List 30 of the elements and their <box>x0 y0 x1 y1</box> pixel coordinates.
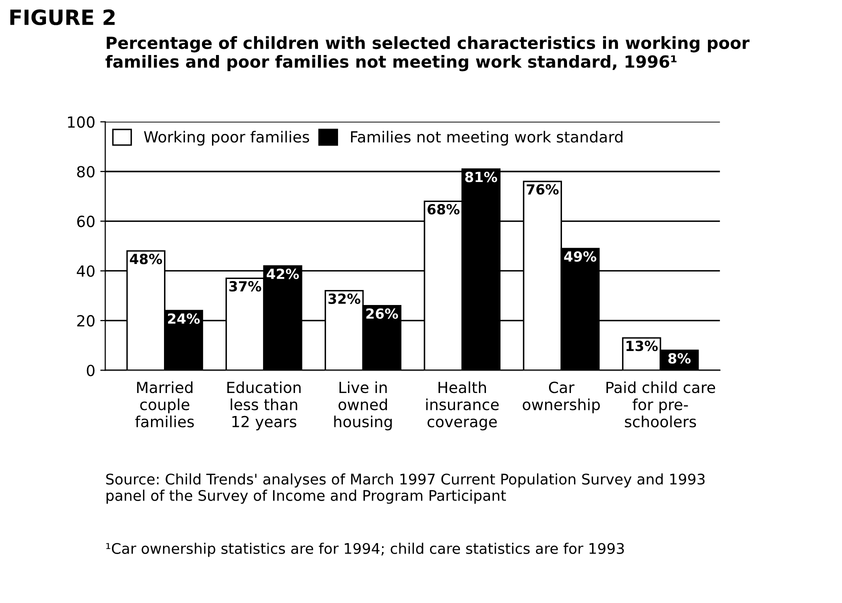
x-tick-label: Married couple families <box>135 381 194 428</box>
legend-label: Families not meeting work standard <box>351 130 622 146</box>
data-label: 37% <box>229 281 262 292</box>
y-tick-label: 100 <box>68 116 95 128</box>
data-label: 24% <box>168 313 200 324</box>
data-label: 8% <box>668 353 691 364</box>
data-label: 68% <box>428 204 460 215</box>
y-tick-label: 80 <box>77 166 95 178</box>
data-label: 26% <box>366 308 398 319</box>
legend-label: Working poor families <box>144 130 310 146</box>
data-label: 76% <box>526 184 559 195</box>
x-tick-label: Paid child care for pre- schoolers <box>606 381 716 428</box>
y-tick-label: 20 <box>77 315 95 327</box>
text: ¹Car ownership statistics are for 1994; child care statistics are for 1993 <box>106 542 624 557</box>
source-note: Source: Child Trends' analyses of March 1997 Current Population Survey and 1993 panel of the Survey of Income and Program Participant <box>106 473 705 504</box>
y-tick-label: 60 <box>77 216 95 228</box>
x-tick-label: Education less than 12 years <box>227 381 301 430</box>
x-tick-label: Live in owned housing <box>334 381 392 430</box>
x-tick-label: Health insurance coverage <box>426 381 499 430</box>
caption: FIGURE 2 <box>10 9 115 26</box>
data-label: 49% <box>564 251 596 262</box>
y-tick-label: 40 <box>76 265 95 277</box>
data-label: 48% <box>130 254 162 264</box>
x-tick-label: Car ownership <box>522 382 600 414</box>
data-label: 81% <box>465 172 498 182</box>
data-label: 42% <box>266 268 299 280</box>
data-label: 13% <box>626 340 658 352</box>
chart-title: Percentage of children with selected characteristics in working poor families and poor families not meeting work standard, 1996¹ <box>106 36 750 72</box>
y-tick-label: 0 <box>86 364 95 376</box>
data-label: 32% <box>328 293 360 304</box>
